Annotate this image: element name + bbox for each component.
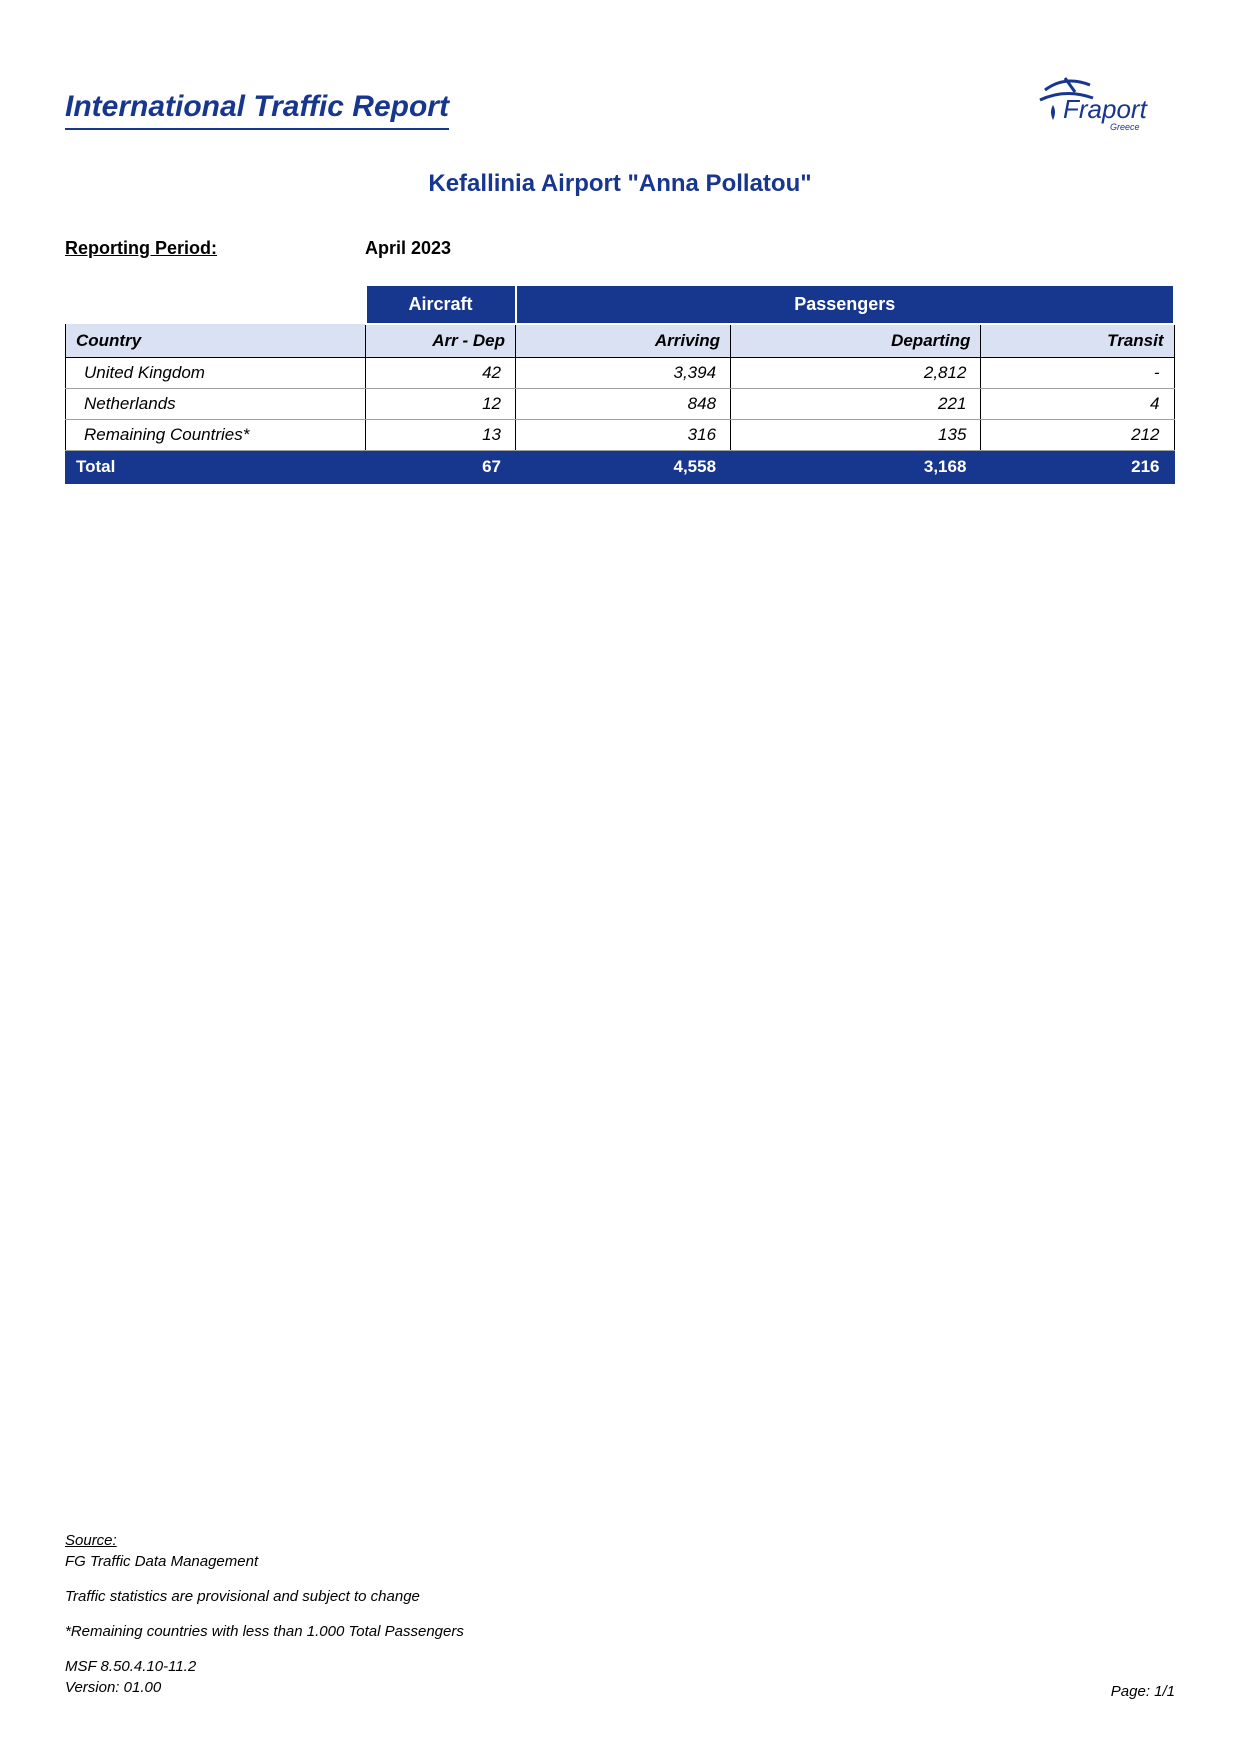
period-label: Reporting Period: bbox=[65, 238, 365, 259]
table-row: Netherlands 12 848 221 4 bbox=[66, 389, 1175, 420]
cell-arr-dep: 42 bbox=[366, 358, 516, 389]
total-transit: 216 bbox=[981, 451, 1174, 484]
col-country: Country bbox=[66, 324, 366, 358]
col-transit: Transit bbox=[981, 324, 1174, 358]
header: International Traffic Report Fraport Gre… bbox=[65, 70, 1175, 140]
version: Version: 01.00 bbox=[65, 1679, 196, 1696]
footer: Source: FG Traffic Data Management Traff… bbox=[65, 1532, 1175, 1700]
reporting-period: Reporting Period: April 2023 bbox=[65, 238, 1175, 259]
cell-transit: - bbox=[981, 358, 1174, 389]
cell-country: Netherlands bbox=[66, 389, 366, 420]
source-value: FG Traffic Data Management bbox=[65, 1553, 1175, 1570]
cell-arriving: 316 bbox=[516, 420, 731, 451]
cell-country: United Kingdom bbox=[66, 358, 366, 389]
col-arr-dep: Arr - Dep bbox=[366, 324, 516, 358]
table-row: Remaining Countries* 13 316 135 212 bbox=[66, 420, 1175, 451]
passengers-group-header: Passengers bbox=[516, 285, 1175, 324]
col-arriving: Arriving bbox=[516, 324, 731, 358]
fraport-logo: Fraport Greece bbox=[1015, 70, 1175, 140]
cell-arriving: 848 bbox=[516, 389, 731, 420]
table-total-row: Total 67 4,558 3,168 216 bbox=[66, 451, 1175, 484]
logo-brand-text: Fraport bbox=[1063, 94, 1149, 124]
cell-arr-dep: 12 bbox=[366, 389, 516, 420]
msf-code: MSF 8.50.4.10-11.2 bbox=[65, 1658, 196, 1675]
cell-arriving: 3,394 bbox=[516, 358, 731, 389]
cell-transit: 4 bbox=[981, 389, 1174, 420]
blank-header bbox=[66, 285, 366, 324]
airport-name: Kefallinia Airport "Anna Pollatou" bbox=[65, 170, 1175, 198]
source-label: Source: bbox=[65, 1532, 117, 1549]
table-column-header-row: Country Arr - Dep Arriving Departing Tra… bbox=[66, 324, 1175, 358]
footer-note-1: Traffic statistics are provisional and s… bbox=[65, 1588, 1175, 1605]
aircraft-group-header: Aircraft bbox=[366, 285, 516, 324]
cell-departing: 135 bbox=[731, 420, 981, 451]
cell-arr-dep: 13 bbox=[366, 420, 516, 451]
footer-note-2: *Remaining countries with less than 1.00… bbox=[65, 1623, 1175, 1640]
traffic-table: Aircraft Passengers Country Arr - Dep Ar… bbox=[65, 284, 1175, 484]
col-departing: Departing bbox=[731, 324, 981, 358]
period-value: April 2023 bbox=[365, 238, 451, 259]
page-number: Page: 1/1 bbox=[1111, 1683, 1175, 1700]
cell-departing: 2,812 bbox=[731, 358, 981, 389]
footer-bottom: MSF 8.50.4.10-11.2 Version: 01.00 Page: … bbox=[65, 1658, 1175, 1700]
total-label: Total bbox=[66, 451, 366, 484]
cell-country: Remaining Countries* bbox=[66, 420, 366, 451]
total-departing: 3,168 bbox=[731, 451, 981, 484]
total-arriving: 4,558 bbox=[516, 451, 731, 484]
total-arr-dep: 67 bbox=[366, 451, 516, 484]
table-group-header-row: Aircraft Passengers bbox=[66, 285, 1175, 324]
report-title: International Traffic Report bbox=[65, 90, 449, 130]
logo-sub-text: Greece bbox=[1110, 122, 1140, 132]
cell-transit: 212 bbox=[981, 420, 1174, 451]
cell-departing: 221 bbox=[731, 389, 981, 420]
table-row: United Kingdom 42 3,394 2,812 - bbox=[66, 358, 1175, 389]
